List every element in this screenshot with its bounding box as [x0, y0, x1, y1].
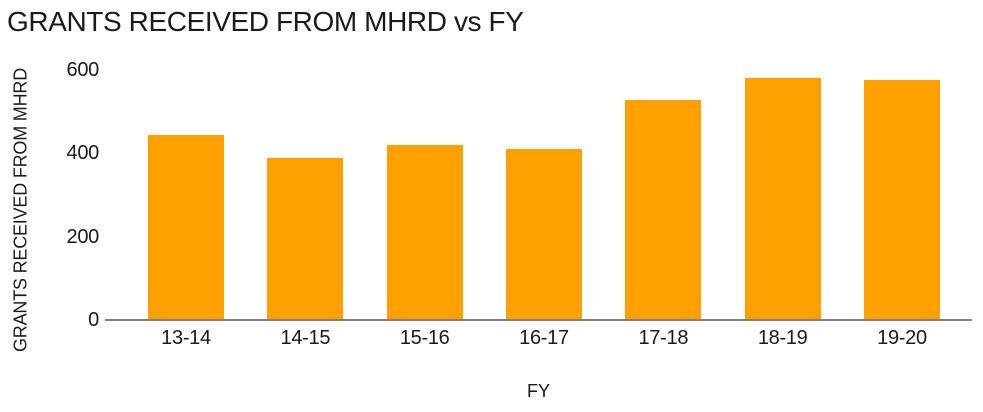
y-tick-label: 600	[66, 59, 100, 81]
bar-cell: 19-20	[863, 70, 940, 348]
x-tick-label: 13-14	[161, 327, 211, 349]
bar-18-19[interactable]	[744, 78, 821, 320]
plot-area: 13-14 14-15 15-16 16-17 17-18 18-19 19-20	[105, 70, 972, 348]
bar-cell: 14-15	[267, 70, 344, 348]
bar-15-16[interactable]	[386, 145, 463, 320]
x-tick-label: 18-19	[757, 327, 808, 349]
bar-cell: 16-17	[505, 70, 582, 348]
x-tick-label: 14-15	[280, 327, 331, 349]
bar-cell: 17-18	[625, 70, 702, 348]
y-axis-tick-labels: 0 200 400 600	[0, 60, 100, 330]
bar-16-17[interactable]	[505, 149, 582, 320]
x-tick-label: 19-20	[877, 327, 927, 349]
bars-row: 13-14 14-15 15-16 16-17 17-18 18-19 19-20	[148, 70, 940, 348]
x-tick-label: 17-18	[638, 327, 689, 349]
x-axis-line	[105, 319, 972, 321]
bar-cell: 15-16	[386, 70, 463, 348]
y-tick-label: 200	[66, 225, 100, 248]
bar-19-20[interactable]	[863, 79, 940, 320]
bar-17-18[interactable]	[625, 100, 702, 320]
bar-cell: 13-14	[148, 70, 224, 348]
bar-cell: 18-19	[744, 70, 821, 348]
y-tick-label: 0	[88, 309, 99, 331]
bar-14-15[interactable]	[267, 157, 344, 320]
x-axis-title: FY	[526, 381, 550, 401]
x-tick-label: 15-16	[399, 327, 450, 349]
x-tick-label: 16-17	[519, 327, 569, 349]
chart-title: GRANTS RECEIVED FROM MHRD vs FY	[7, 6, 524, 37]
bar-13-14[interactable]	[148, 134, 224, 320]
y-tick-label: 400	[66, 142, 100, 165]
